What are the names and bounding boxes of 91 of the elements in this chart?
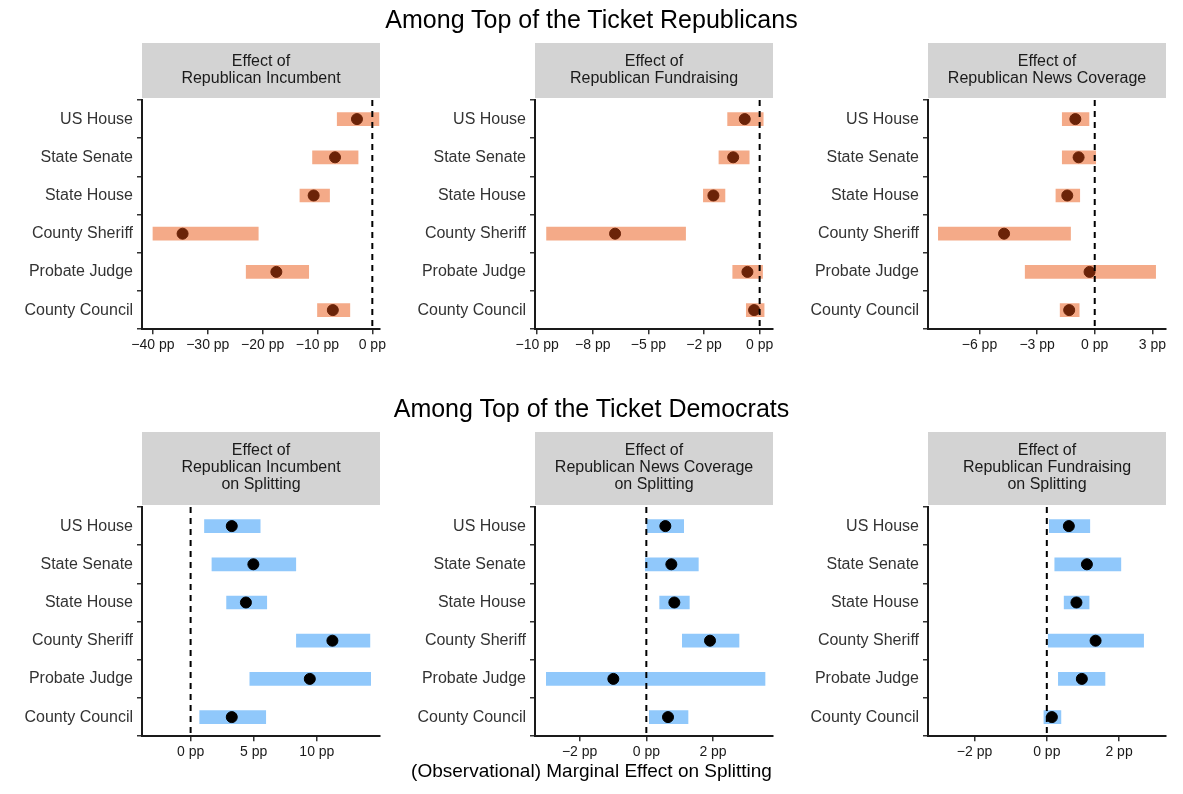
bar	[152, 226, 259, 241]
y-tick-label: State House	[830, 592, 920, 610]
x-tick-label: 0 pp	[1033, 743, 1061, 760]
x-tick-label: 3 pp	[1138, 336, 1167, 353]
bar	[938, 226, 1071, 241]
y-tick-label: County Sheriff	[817, 631, 920, 649]
x-tick-label: 0 pp	[746, 336, 774, 353]
point	[1089, 634, 1102, 647]
x-tick-label: −2 pp	[561, 743, 598, 760]
y-tick-label: US House	[60, 516, 134, 534]
y-tick-label: State House	[437, 592, 527, 610]
y-tick-label: Probate Judge	[28, 262, 134, 280]
x-tick-label: 10 pp	[299, 743, 335, 760]
chart-title: Effect of Republican Incumbent on Splitting	[181, 441, 342, 493]
y-tick-label: US House	[846, 516, 920, 534]
y-tick-label: County Sheriff	[817, 224, 920, 242]
point	[326, 634, 339, 647]
x-tick-label: 0 pp	[358, 336, 387, 353]
y-tick-label: Probate Judge	[814, 262, 920, 280]
y-tick-label: County Council	[417, 707, 526, 725]
chart-title: Effect of Republican Fundraising	[569, 51, 739, 86]
x-tick-label: −8 pp	[575, 336, 611, 353]
x-tick-label: −2 pp	[686, 336, 722, 353]
y-tick-label: Probate Judge	[814, 669, 920, 687]
y-tick-label: US House	[453, 516, 527, 534]
y-tick-label: State Senate	[40, 147, 134, 165]
point	[176, 227, 189, 240]
point	[609, 227, 622, 240]
point	[270, 265, 283, 278]
bar	[1047, 633, 1144, 648]
x-tick-label: −20 pp	[241, 336, 285, 353]
x-tick-label: −6 pp	[961, 336, 998, 353]
bar	[546, 672, 766, 686]
text: Among Top of the Ticket Democrats	[392, 393, 791, 424]
y-tick-label: US House	[60, 109, 134, 127]
point	[607, 672, 620, 685]
x-tick-label: −10 pp	[515, 336, 560, 353]
point	[303, 672, 316, 685]
chart-title: Effect of Republican News Coverage on Splitting	[554, 441, 754, 493]
point	[665, 558, 678, 571]
y-tick-label: Probate Judge	[421, 262, 527, 280]
point	[247, 558, 260, 571]
y-tick-label: County Sheriff	[424, 224, 527, 242]
bar	[1024, 265, 1156, 279]
y-tick-label: County Council	[24, 300, 133, 318]
y-tick-label: County Sheriff	[424, 631, 527, 649]
y-tick-label: State Senate	[433, 147, 527, 165]
x-tick-label: −2 pp	[956, 743, 993, 760]
y-tick-label: County Council	[810, 707, 919, 725]
y-tick-label: Probate Judge	[421, 669, 527, 687]
chart-title: Effect of Republican News Coverage	[947, 51, 1147, 86]
y-tick-label: State House	[44, 592, 134, 610]
point	[225, 520, 238, 533]
y-tick-label: County Sheriff	[31, 224, 134, 242]
bar	[211, 557, 297, 572]
y-tick-label: State Senate	[433, 554, 527, 572]
x-tick-label: −40 pp	[131, 336, 175, 353]
y-tick-label: US House	[846, 109, 920, 127]
y-tick-label: State House	[44, 185, 134, 203]
x-tick-label: −5 pp	[630, 336, 667, 353]
x-tick-label: 5 pp	[240, 743, 268, 760]
y-tick-label: State Senate	[826, 554, 920, 572]
bar	[249, 672, 371, 686]
y-tick-label: County Sheriff	[31, 631, 134, 649]
point	[225, 711, 238, 724]
chart-title: Effect of Republican Fundraising on Splitting	[962, 441, 1132, 493]
y-tick-label: County Council	[810, 300, 919, 318]
y-tick-label: US House	[453, 109, 527, 127]
x-tick-label: 2 pp	[699, 743, 727, 760]
chart-title: Effect of Republican Incumbent	[181, 51, 342, 86]
x-tick-label: 0 pp	[632, 743, 661, 760]
y-tick-label: State House	[437, 185, 527, 203]
x-tick-label: 2 pp	[1105, 743, 1133, 760]
point	[998, 227, 1011, 240]
y-tick-label: State Senate	[826, 147, 920, 165]
text: Among Top of the Ticket Republicans	[384, 4, 799, 35]
y-tick-label: State House	[830, 185, 920, 203]
point	[1080, 558, 1093, 571]
y-tick-label: County Council	[24, 707, 133, 725]
x-tick-label: −30 pp	[186, 336, 230, 353]
point	[1083, 265, 1096, 278]
y-tick-label: State Senate	[40, 554, 134, 572]
y-tick-label: County Council	[417, 300, 526, 318]
bar	[546, 226, 686, 241]
y-tick-label: Probate Judge	[28, 669, 134, 687]
x-tick-label: 0 pp	[176, 743, 205, 760]
x-tick-label: 0 pp	[1081, 336, 1109, 353]
x-tick-label: −10 pp	[295, 336, 340, 353]
x-axis-title: (Observational) Marginal Effect on Splitting	[410, 760, 773, 782]
x-tick-label: −3 pp	[1019, 336, 1056, 353]
point	[704, 634, 716, 647]
